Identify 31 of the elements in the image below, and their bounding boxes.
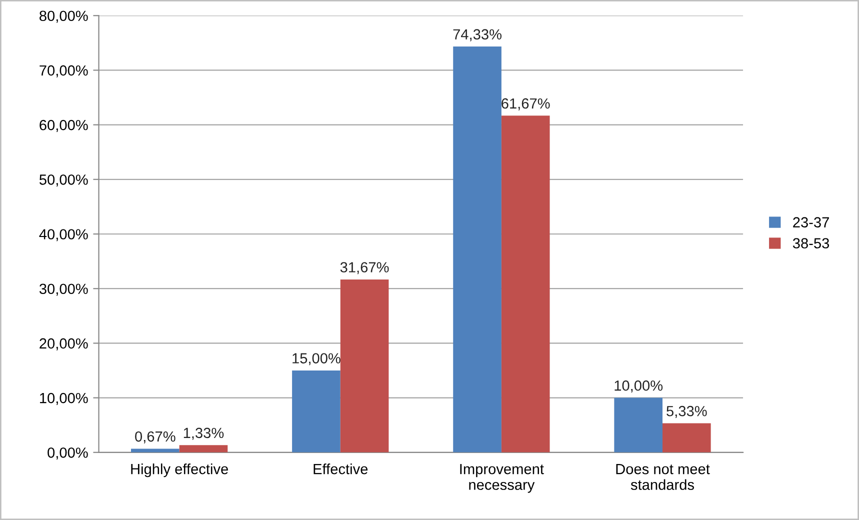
data-label: 1,33% [184, 428, 224, 440]
x-tick-label: Highly effective [131, 464, 228, 478]
y-tick-label: 50,00% [39, 174, 88, 187]
x-tick-label: Does not meet standards [616, 464, 710, 490]
y-tick-label: 30,00% [39, 284, 88, 296]
data-label: 5,33% [666, 406, 707, 418]
bar [292, 370, 340, 452]
y-tick-label: 0,00% [48, 448, 88, 460]
x-tick-label: Improvement necessary [460, 464, 544, 493]
bar [453, 46, 502, 452]
y-tick-label: 70,00% [40, 65, 88, 78]
bar [501, 116, 550, 452]
data-label: 10,00% [614, 380, 663, 392]
y-tick-label: 20,00% [40, 338, 88, 350]
y-tick-label: 60,00% [40, 120, 88, 132]
y-tick-label: 40,00% [39, 229, 88, 242]
legend-label: 23-37 [793, 217, 829, 228]
x-tick-label: Effective [314, 464, 368, 474]
legend-label: 38-53 [792, 238, 830, 248]
bar [131, 448, 180, 452]
bar [179, 445, 228, 452]
bar [662, 423, 711, 452]
data-label: 74,33% [453, 29, 502, 42]
y-tick-label: 80,00% [40, 10, 88, 23]
data-label: 15,00% [292, 353, 340, 366]
bar [340, 279, 389, 452]
data-label: 61,67% [502, 98, 550, 110]
bar [614, 398, 663, 452]
data-label: 31,67% [340, 262, 389, 274]
data-label: 0,67% [135, 431, 176, 444]
y-tick-label: 10,00% [40, 392, 88, 405]
